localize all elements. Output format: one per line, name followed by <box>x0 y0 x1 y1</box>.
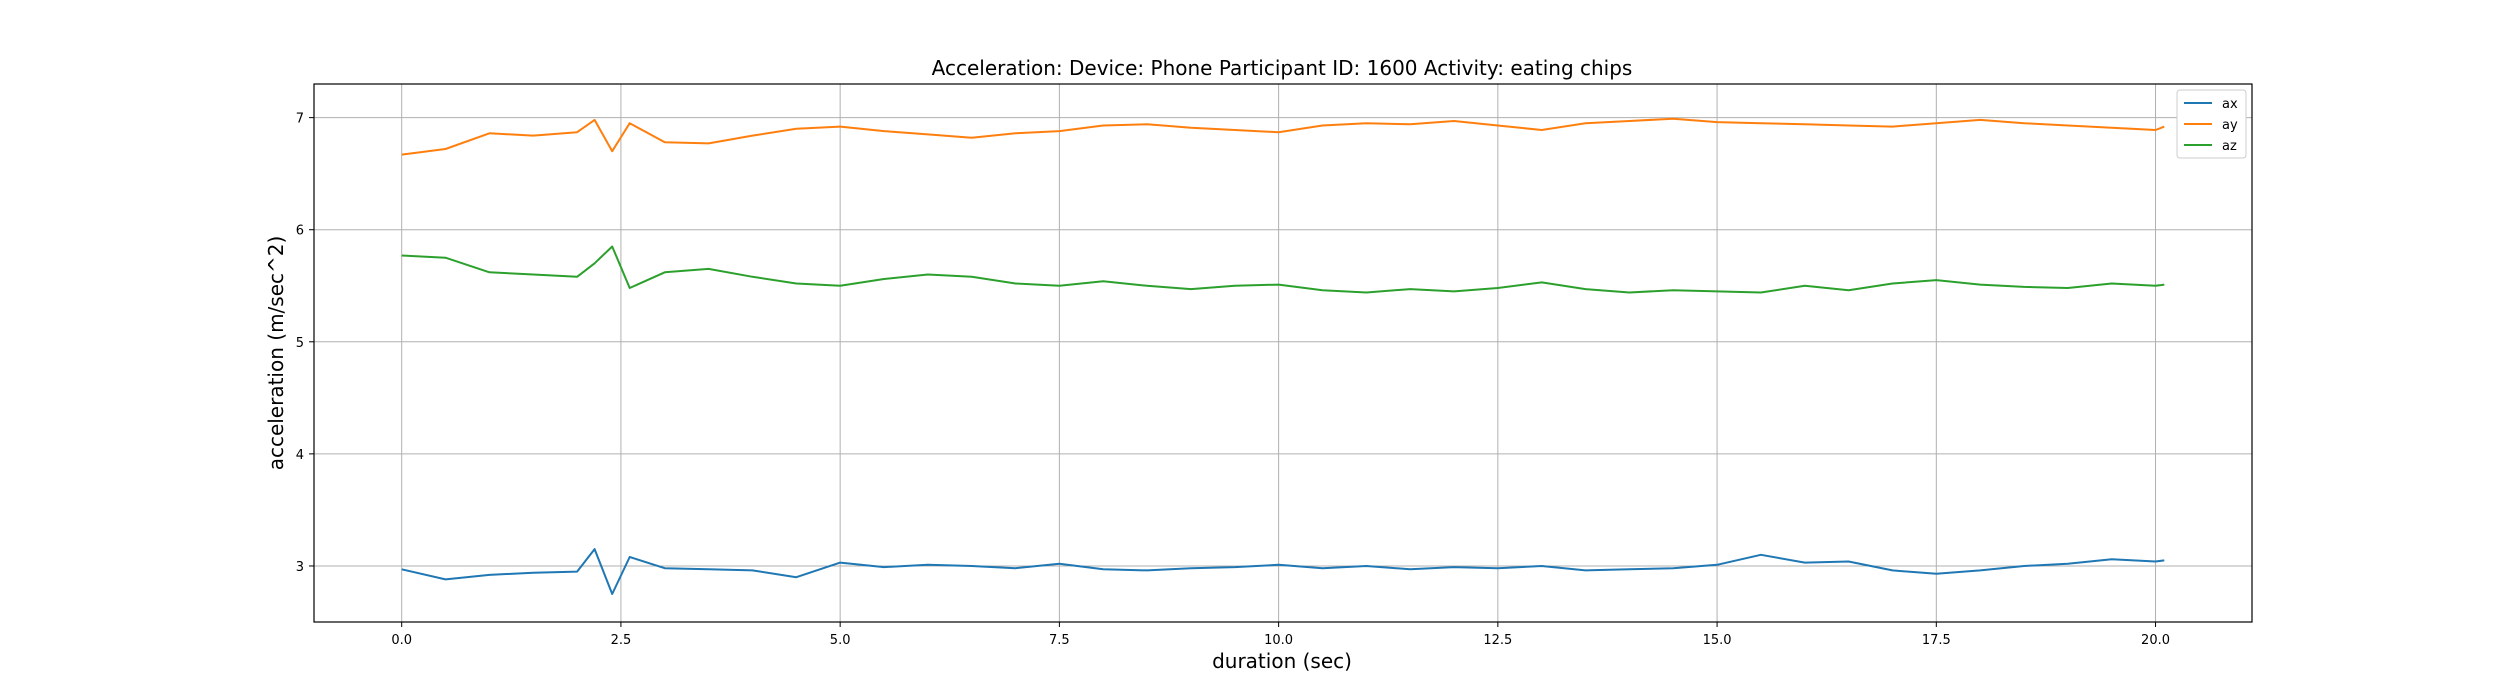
x-tick-label: 20.0 <box>2141 633 2170 648</box>
y-axis: 3 4 5 6 7 <box>296 112 314 575</box>
x-tick-label: 2.5 <box>611 633 632 648</box>
y-tick-label: 4 <box>296 448 304 463</box>
series-line-az <box>401 245 2165 294</box>
y-tick-label: 6 <box>296 224 304 239</box>
x-tick-label: 7.5 <box>1049 633 1070 648</box>
x-tick-label: 12.5 <box>1483 633 1512 648</box>
plot-frame <box>313 83 2253 623</box>
series-line-ax <box>401 548 2165 595</box>
legend-label-ay: ay <box>2222 118 2238 133</box>
x-tick-label: 15.0 <box>1703 633 1732 648</box>
x-tick-label: 17.5 <box>1922 633 1951 648</box>
chart-title: Acceleration: Device: Phone Participant … <box>932 56 1633 80</box>
y-axis-label: acceleration (m/sec^2) <box>264 236 288 471</box>
x-axis-label: duration (sec) <box>1212 649 1352 673</box>
y-tick-label: 7 <box>296 112 304 127</box>
grid <box>314 84 2252 622</box>
series-line-ay <box>401 117 2165 156</box>
x-tick-label: 0.0 <box>391 633 412 648</box>
y-tick-label: 3 <box>296 560 304 575</box>
x-tick-label: 10.0 <box>1264 633 1293 648</box>
series-layer <box>401 117 2165 595</box>
legend-label-ax: ax <box>2222 97 2238 112</box>
legend: ax ay az <box>2176 89 2247 159</box>
legend-label-az: az <box>2222 139 2237 154</box>
y-tick-label: 5 <box>296 336 304 351</box>
x-tick-label: 5.0 <box>830 633 851 648</box>
x-axis: 0.0 2.5 5.0 7.5 10.0 12.5 15.0 17.5 20.0 <box>391 622 2170 648</box>
